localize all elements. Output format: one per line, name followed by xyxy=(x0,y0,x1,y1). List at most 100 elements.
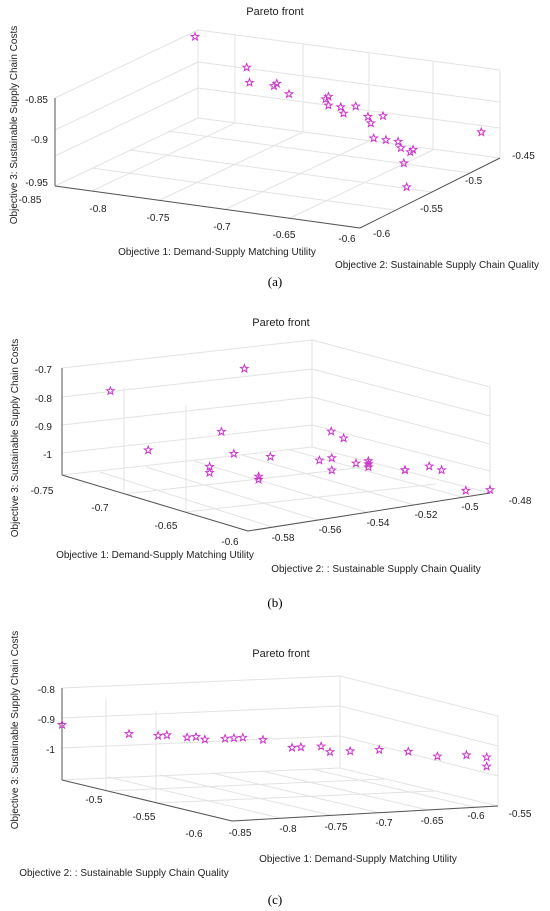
data-point xyxy=(199,733,211,744)
chart-b-ylabel: Objective 2: : Sustainable Supply Chain … xyxy=(271,564,481,575)
data-point xyxy=(377,110,389,121)
chart-a-x-tick-3: -0.65 xyxy=(273,230,296,241)
data-point xyxy=(460,485,471,496)
data-point xyxy=(326,464,338,475)
data-point xyxy=(398,157,410,168)
chart-a-x-tick-1: -0.75 xyxy=(147,213,170,224)
data-point xyxy=(363,458,374,469)
chart-b-x-tick-1: -0.7 xyxy=(91,503,109,514)
chart-a-svg: Pareto front Objective 3: Sustainable Su… xyxy=(9,6,539,270)
data-point xyxy=(338,107,349,118)
data-point xyxy=(424,460,435,471)
data-point xyxy=(181,732,193,742)
data-point xyxy=(228,732,240,743)
data-point xyxy=(237,732,248,742)
chart-c-zlabel: Objective 3: Sustainable Supply Chain Co… xyxy=(10,631,21,829)
data-point xyxy=(228,448,240,459)
chart-c-x-tick-1: -0.55 xyxy=(133,812,156,823)
data-point xyxy=(362,111,374,122)
chart-b-y-tick-3: -0.52 xyxy=(415,510,438,521)
chart-b-z-tick-3: -1 xyxy=(43,450,52,461)
data-point xyxy=(257,734,269,745)
data-point xyxy=(403,746,414,756)
data-point xyxy=(432,751,443,761)
data-point xyxy=(219,733,231,743)
chart-a-y-tick-1: -0.55 xyxy=(420,204,443,215)
data-point xyxy=(142,444,154,455)
data-point xyxy=(241,62,252,72)
chart-a-y-tick-2: -0.5 xyxy=(465,176,483,187)
chart-a-x-tick-0: -0.8 xyxy=(89,204,107,215)
data-point xyxy=(392,136,404,147)
chart-c-z-tick-0: -0.8 xyxy=(38,685,56,696)
chart-b-y-tick-0: -0.58 xyxy=(272,533,295,544)
data-point xyxy=(436,464,447,475)
data-point xyxy=(283,88,295,99)
chart-a-zlabel: Objective 3: Sustainable Supply Chain Co… xyxy=(9,26,20,224)
chart-c-y-tick-1: -0.8 xyxy=(279,824,297,835)
chart-c-axes xyxy=(61,688,499,822)
figure-b: Pareto front Objective 3: Sustainable Su… xyxy=(0,305,550,590)
chart-b-axes xyxy=(61,368,491,532)
chart-a-xlabel: Objective 1: Demand-Supply Matching Util… xyxy=(118,247,316,258)
chart-a-grid xyxy=(54,29,501,229)
chart-a-title: Pareto front xyxy=(246,6,303,18)
chart-b-y-tick-1: -0.56 xyxy=(319,525,342,536)
caption-b: (b) xyxy=(267,595,283,610)
data-point xyxy=(244,77,255,87)
data-point xyxy=(350,458,362,468)
data-point xyxy=(161,729,173,740)
chart-b-x-tick-3: -0.6 xyxy=(221,537,239,548)
chart-c-svg: Pareto front Objective 3: Sustainable Su… xyxy=(10,631,532,879)
chart-b-svg: Pareto front Objective 3: Sustainable Su… xyxy=(10,317,532,575)
chart-b-y-tick-4: -0.5 xyxy=(461,502,479,513)
figure-c: Pareto front Objective 3: Sustainable Su… xyxy=(0,618,550,888)
data-point xyxy=(401,181,412,192)
chart-c-x-tick-2: -0.6 xyxy=(185,829,203,840)
chart-a-y-tick-3: -0.45 xyxy=(512,151,535,162)
chart-b-xlabel: Objective 1: Demand-Supply Matching Util… xyxy=(56,550,254,561)
chart-b-zlabel: Objective 3: Sustainable Supply Chain Co… xyxy=(10,339,21,537)
data-point xyxy=(476,126,487,137)
chart-c-xlabel: Objective 2: : Sustainable Supply Chain … xyxy=(19,868,229,879)
data-point xyxy=(399,464,411,475)
chart-a-points xyxy=(189,31,487,192)
data-point xyxy=(461,749,472,760)
data-point xyxy=(323,100,334,110)
caption-c: (c) xyxy=(267,892,283,907)
chart-c-y-tick-3: -0.7 xyxy=(375,818,393,829)
chart-c-y-tick-5: -0.6 xyxy=(467,811,485,822)
data-point xyxy=(123,728,135,739)
chart-a-z-tick-0: -0.85 xyxy=(25,95,48,106)
data-point xyxy=(190,731,202,742)
data-point xyxy=(253,471,264,481)
chart-c-y-tick-6: -0.55 xyxy=(509,809,532,820)
data-point xyxy=(56,719,68,730)
chart-c-ylabel: Objective 1: Demand-Supply Matching Util… xyxy=(259,854,457,865)
chart-c-points xyxy=(56,719,492,771)
chart-b-y-tick-5: -0.48 xyxy=(509,496,532,507)
chart-a-axes xyxy=(54,98,501,229)
data-point xyxy=(345,745,356,756)
data-point xyxy=(350,100,361,111)
chart-b-y-tick-2: -0.54 xyxy=(367,518,390,529)
chart-c-x-tick-0: -0.5 xyxy=(85,795,103,806)
data-point xyxy=(338,432,349,443)
chart-a-z-tick-2: -0.95 xyxy=(25,178,48,189)
data-point xyxy=(204,467,215,478)
data-point xyxy=(286,742,298,753)
figure-a: Pareto front Objective 3: Sustainable Su… xyxy=(0,0,550,270)
data-point xyxy=(295,741,307,752)
data-point xyxy=(363,461,374,472)
data-point xyxy=(324,746,336,757)
chart-c-z-tick-2: -1 xyxy=(46,745,55,756)
data-point xyxy=(395,142,407,153)
chart-b-points xyxy=(105,363,496,496)
chart-c-title: Pareto front xyxy=(252,648,309,660)
chart-a-ylabel: Objective 2: Sustainable Supply Chain Qu… xyxy=(335,260,539,270)
chart-c-grid xyxy=(61,675,499,822)
data-point xyxy=(105,385,116,396)
data-point xyxy=(271,78,283,88)
data-point xyxy=(380,134,392,145)
data-point xyxy=(315,741,327,751)
